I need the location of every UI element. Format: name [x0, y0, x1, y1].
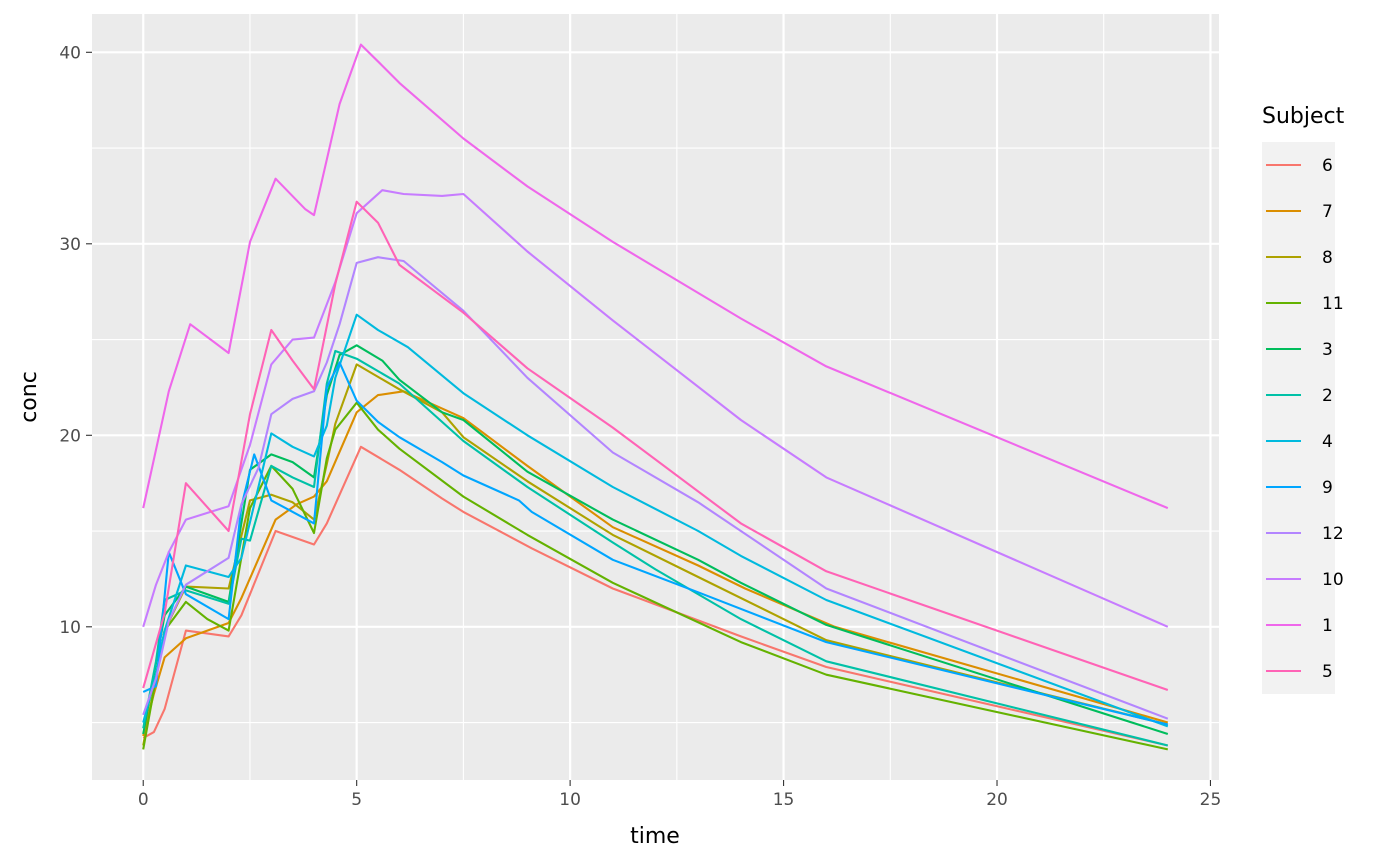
y-tick-label: 10	[59, 618, 81, 638]
legend-key-background	[1262, 142, 1335, 694]
x-axis: 0 5 10 15 20 25	[138, 780, 1221, 810]
series-line-5	[142, 200, 1169, 691]
series-line-2	[142, 349, 1169, 747]
major-gridlines	[92, 14, 1219, 780]
y-axis: 10 20 30 40	[59, 43, 92, 638]
plot-panel	[92, 14, 1219, 780]
legend-label-10: 10	[1322, 570, 1344, 590]
series-line-10	[142, 189, 1169, 628]
legend-label-2: 2	[1322, 386, 1333, 406]
legend-label-7: 7	[1322, 202, 1333, 222]
series-line-7	[142, 390, 1169, 737]
y-axis-title: conc	[17, 371, 42, 423]
y-tick-label: 30	[59, 235, 81, 255]
x-tick-label: 15	[773, 790, 795, 810]
series-line-12	[142, 256, 1169, 720]
legend-label-6: 6	[1322, 156, 1333, 176]
x-tick-label: 20	[986, 790, 1008, 810]
series-line-6	[142, 445, 1169, 747]
x-tick-label: 0	[138, 790, 149, 810]
legend-label-9: 9	[1322, 478, 1333, 498]
legend-title: Subject	[1262, 104, 1345, 129]
legend-label-12: 12	[1322, 524, 1344, 544]
series-line-11	[142, 401, 1169, 751]
x-tick-label: 25	[1200, 790, 1222, 810]
series-line-1	[142, 43, 1169, 510]
legend: Subject 6 7 8 11 3 2 4 9 12 10 1 5	[1262, 104, 1345, 694]
x-tick-label: 5	[351, 790, 362, 810]
legend-label-4: 4	[1322, 432, 1333, 452]
x-tick-label: 10	[559, 790, 581, 810]
y-tick-label: 20	[59, 426, 81, 446]
legend-label-5: 5	[1322, 662, 1333, 682]
y-tick-label: 40	[59, 43, 81, 63]
minor-gridlines	[92, 14, 1219, 780]
x-axis-title: time	[630, 824, 680, 849]
series-line-9	[142, 361, 1169, 726]
legend-label-11: 11	[1322, 294, 1344, 314]
legend-label-8: 8	[1322, 248, 1333, 268]
legend-label-3: 3	[1322, 340, 1333, 360]
series-line-3	[142, 344, 1169, 736]
series-lines	[142, 43, 1169, 751]
series-line-4	[142, 313, 1169, 728]
legend-label-1: 1	[1322, 616, 1333, 636]
